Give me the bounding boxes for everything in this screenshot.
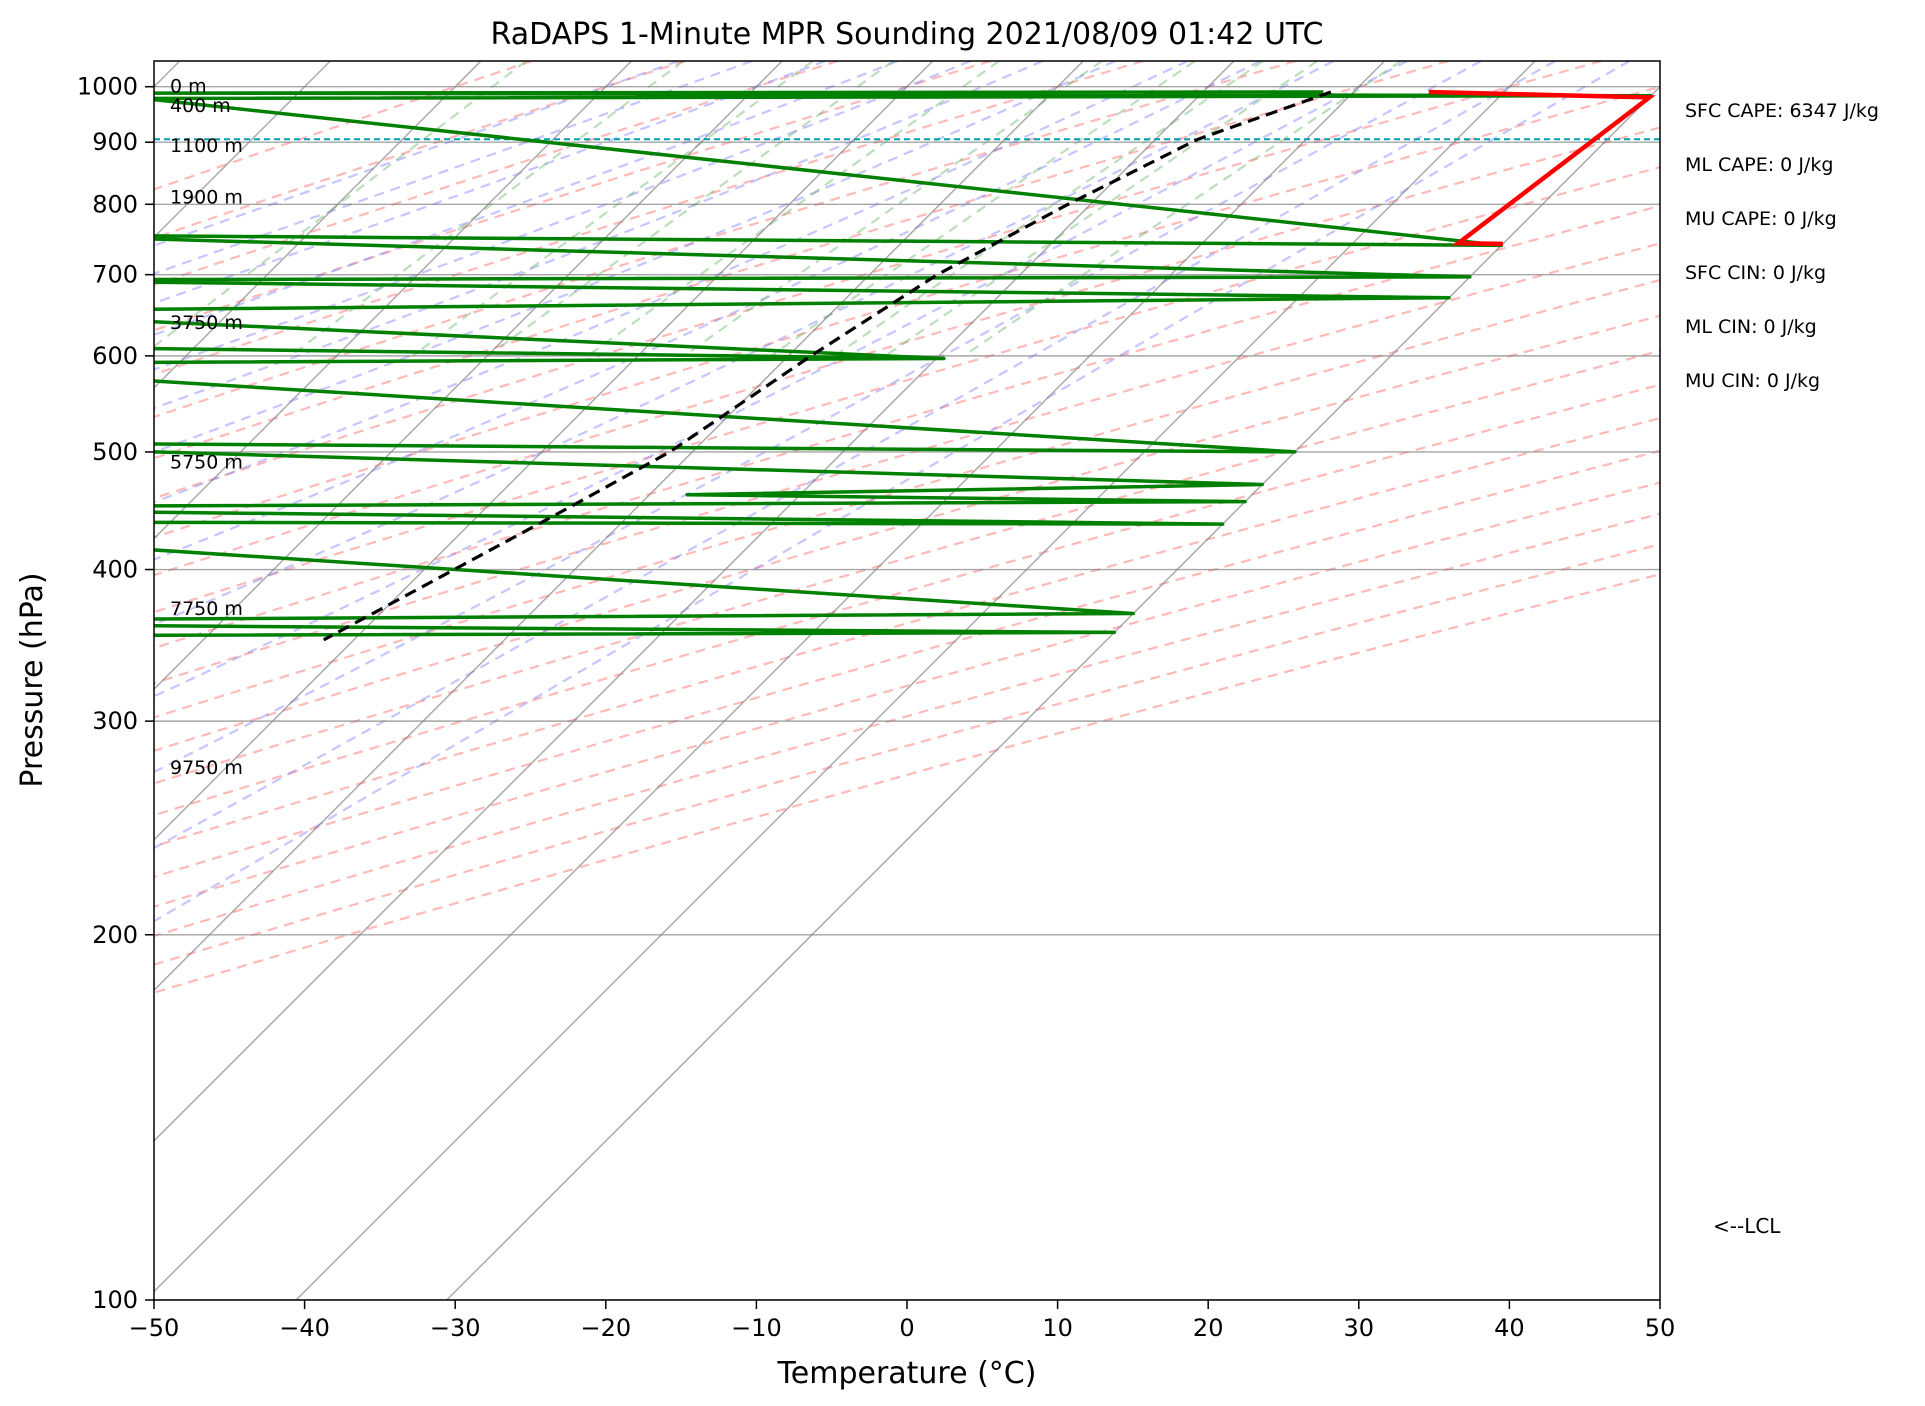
stat-sfc-cin: SFC CIN: 0 J/kg — [1685, 262, 1827, 284]
dry-adiabat-line — [154, 166, 1660, 614]
isotherm-line — [154, 61, 783, 691]
moist-adiabat-line — [154, 61, 899, 337]
isotherm-line — [154, 61, 632, 540]
mixing-ratio-line — [770, 61, 1196, 357]
isotherm-line — [154, 61, 482, 389]
lcl-label: <--LCL — [1713, 1214, 1781, 1238]
dry-adiabat-line — [154, 573, 1660, 994]
dry-adiabat-line — [154, 543, 1660, 966]
x-tick-label: 50 — [1645, 1314, 1676, 1342]
x-tick-label: −10 — [731, 1314, 782, 1342]
dry-adiabat-line — [154, 512, 1660, 938]
dry-adiabat-line — [154, 204, 1660, 650]
moist-adiabat-line — [154, 61, 1556, 850]
height-label: 1100 m — [170, 135, 243, 157]
mixing-ratio-line — [963, 61, 1402, 357]
dry-adiabat-line — [154, 242, 1660, 685]
y-tick-label: 900 — [92, 128, 138, 156]
stat-sfc-cape: SFC CAPE: 6347 J/kg — [1685, 100, 1879, 122]
dewpoint-trace — [154, 90, 1653, 638]
dry-adiabat-line — [154, 61, 1144, 376]
dry-adiabat-line — [154, 61, 1449, 460]
y-tick-label: 600 — [92, 342, 138, 370]
mixing-ratio-line — [834, 61, 1264, 357]
x-tick-label: 30 — [1344, 1314, 1375, 1342]
plot-frame — [153, 60, 1661, 1301]
y-tick-label: 300 — [92, 707, 138, 735]
x-tick-label: 40 — [1494, 1314, 1525, 1342]
moist-adiabat-line — [154, 61, 1044, 410]
height-label: 7750 m — [170, 598, 243, 620]
dry-adiabat-line — [154, 383, 1660, 817]
mixing-ratio-line — [683, 61, 1103, 357]
height-label: 9750 m — [170, 757, 243, 779]
moist-adiabat-line — [154, 61, 1261, 561]
mixing-ratio-line — [587, 61, 1000, 357]
height-label: 5750 m — [170, 452, 243, 474]
x-tick-label: −30 — [430, 1314, 481, 1342]
y-tick-label: 500 — [92, 438, 138, 466]
chart-title: RaDAPS 1-Minute MPR Sounding 2021/08/09 … — [491, 17, 1324, 52]
dry-adiabat-line — [154, 278, 1660, 719]
stat-mu-cape: MU CAPE: 0 J/kg — [1685, 208, 1837, 230]
mixing-ratio-line — [154, 61, 527, 348]
temperature-trace — [1428, 89, 1656, 247]
mixing-ratio-line — [289, 61, 685, 357]
mixing-ratio-line — [884, 61, 1318, 357]
dry-adiabat-line — [154, 416, 1660, 848]
y-tick-label: 100 — [92, 1286, 138, 1314]
dry-adiabat-line — [154, 61, 991, 332]
moist-adiabat-line — [154, 61, 1408, 698]
moist-adiabat-line — [154, 61, 1482, 774]
height-label: 400 m — [170, 95, 231, 117]
x-tick-label: −50 — [129, 1314, 180, 1342]
stat-mu-cin: MU CIN: 0 J/kg — [1685, 370, 1821, 392]
moist-adiabat-line — [154, 61, 1335, 626]
dry-adiabat-line — [154, 349, 1660, 785]
stat-ml-cin: ML CIN: 0 J/kg — [1685, 316, 1817, 338]
dry-adiabat-line — [154, 61, 686, 240]
parcel-profile-line — [322, 90, 1332, 642]
dry-adiabat-line — [154, 61, 1602, 500]
height-label: 0 m — [170, 76, 207, 98]
dry-adiabat-line — [154, 85, 1660, 539]
isotherm-line — [154, 61, 1385, 1293]
isotherm-line — [446, 85, 1660, 1300]
x-tick-label: −40 — [279, 1314, 330, 1342]
dry-adiabat-line — [154, 126, 1660, 577]
isotherm-line — [295, 61, 1536, 1300]
dry-adiabat-line — [154, 61, 1297, 419]
stats-panel: SFC CAPE: 6347 J/kg ML CAPE: 0 J/kg MU C… — [1685, 100, 1915, 424]
isotherm-line — [154, 61, 1084, 992]
dry-adiabat-line — [154, 449, 1660, 879]
height-label: 1900 m — [170, 186, 243, 208]
y-tick-label: 200 — [92, 921, 138, 949]
mixing-ratio-line — [487, 61, 894, 357]
y-axis-label: Pressure (hPa) — [15, 572, 50, 787]
x-tick-label: 0 — [899, 1314, 914, 1342]
dry-adiabat-line — [154, 481, 1660, 908]
moist-adiabat-line — [154, 61, 679, 247]
y-tick-label: 700 — [92, 261, 138, 289]
stat-ml-cape: ML CAPE: 0 J/kg — [1685, 154, 1834, 176]
isotherm-line — [154, 61, 934, 841]
isotherm-line — [154, 61, 1235, 1142]
dry-adiabat-line — [154, 314, 1660, 752]
x-tick-label: 20 — [1193, 1314, 1224, 1342]
y-tick-label: 1000 — [77, 73, 138, 101]
height-label: 3750 m — [170, 312, 243, 334]
y-tick-label: 800 — [92, 190, 138, 218]
y-tick-label: 400 — [92, 556, 138, 584]
moist-adiabat-line — [154, 61, 1116, 454]
mixing-ratio-line — [411, 61, 814, 357]
x-tick-label: −20 — [580, 1314, 631, 1342]
x-axis-label: Temperature (°C) — [777, 1356, 1037, 1391]
moist-adiabat-line — [154, 61, 1189, 504]
moist-adiabat-line — [154, 61, 1631, 923]
x-tick-label: 10 — [1042, 1314, 1073, 1342]
